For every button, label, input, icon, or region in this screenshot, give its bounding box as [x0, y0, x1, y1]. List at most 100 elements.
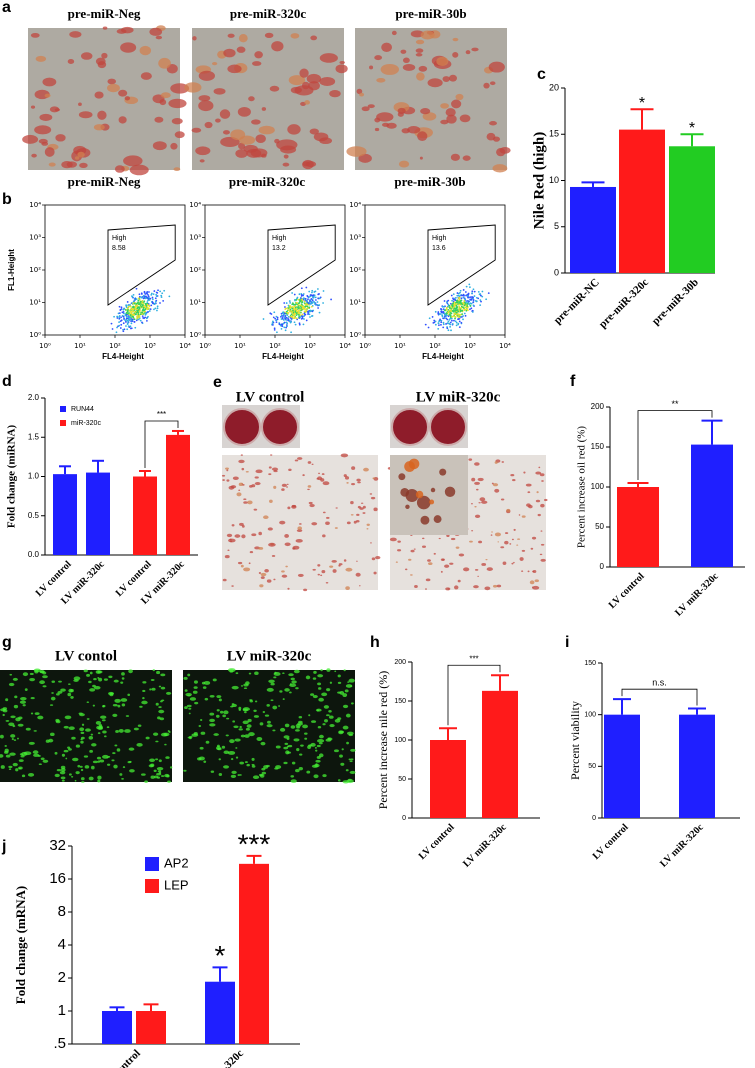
cell-texture: [54, 751, 58, 755]
event-dot: [282, 315, 284, 317]
event-dot: [297, 302, 300, 305]
cell-texture: [122, 766, 126, 769]
event-dot: [448, 304, 451, 307]
event-dot: [126, 322, 129, 325]
cell-texture: [349, 770, 356, 774]
cell-texture: [415, 48, 424, 53]
cell-texture: [222, 714, 226, 718]
cell-texture: [74, 779, 77, 782]
event-dot: [131, 315, 134, 318]
cell-texture: [20, 754, 25, 758]
y-tick-label: 32: [49, 837, 66, 854]
cell-texture: [328, 715, 334, 719]
cell-texture: [96, 756, 102, 760]
cell-texture: [109, 693, 114, 697]
cell-texture: [323, 705, 330, 709]
event-dot: [270, 313, 273, 315]
event-dot: [283, 302, 286, 304]
cell-texture: [150, 679, 155, 681]
event-dot: [288, 300, 291, 302]
cell-texture: [471, 47, 479, 52]
event-dot: [302, 297, 305, 300]
cell-texture: [285, 565, 288, 568]
event-dot: [150, 304, 153, 307]
cell-texture: [222, 578, 227, 582]
cell-texture: [218, 698, 222, 702]
cell-texture: [200, 731, 206, 735]
bar: [239, 863, 269, 1044]
bar: [166, 434, 190, 555]
gate: [107, 224, 176, 306]
event-dot: [124, 319, 127, 322]
event-dot: [148, 307, 150, 310]
significance: **: [671, 399, 679, 409]
event-dot: [304, 311, 307, 313]
event-dot: [290, 320, 292, 323]
cell-texture: [251, 765, 256, 768]
event-dot: [316, 301, 319, 303]
event-dot: [123, 318, 125, 320]
event-dot: [464, 306, 467, 309]
cell-texture: [133, 727, 139, 731]
cell-texture: [10, 715, 16, 719]
event-dot: [472, 288, 475, 291]
cell-texture: [230, 129, 246, 141]
cell-texture: [261, 107, 267, 111]
bar: [86, 472, 110, 555]
x-tick-label: 10⁴: [339, 342, 351, 350]
cell-texture: [483, 82, 490, 89]
event-dot: [458, 303, 461, 306]
cell-texture: [24, 688, 28, 691]
event-dot: [156, 307, 159, 310]
cell-texture: [288, 468, 292, 472]
event-dot: [113, 315, 115, 318]
cell-texture: [477, 477, 484, 482]
event-dot: [452, 309, 455, 311]
event-dot: [135, 319, 138, 322]
cell-texture: [57, 690, 63, 694]
cell-texture: [184, 689, 188, 692]
cell-texture: [419, 156, 423, 160]
event-dot: [481, 290, 484, 293]
cell-texture: [61, 753, 66, 757]
cell-texture: [33, 668, 41, 673]
cell-texture: [462, 155, 471, 161]
cell-texture: [242, 708, 249, 712]
cell-texture: [243, 144, 258, 153]
event-dot: [138, 310, 141, 313]
y-tick-label: 0: [592, 815, 596, 822]
cell-texture: [335, 507, 338, 509]
cell-texture: [198, 95, 211, 102]
event-dot: [149, 297, 152, 300]
droplet: [420, 515, 430, 525]
cell-texture: [249, 550, 254, 554]
cell-texture: [102, 705, 105, 708]
cell-texture: [70, 688, 74, 693]
event-dot: [298, 311, 301, 314]
event-dot: [140, 305, 143, 308]
event-dot: [116, 326, 118, 329]
y-axis-label: Percent viability: [568, 701, 582, 780]
panel-label: f: [570, 373, 576, 390]
event-dot: [294, 303, 297, 306]
cell-texture: [320, 668, 323, 672]
event-dot: [303, 300, 306, 303]
event-dot: [154, 300, 157, 303]
event-dot: [447, 303, 450, 306]
event-dot: [308, 310, 311, 313]
cell-texture: [463, 567, 470, 572]
event-dot: [463, 312, 466, 315]
cell-texture: [184, 82, 202, 93]
event-dot: [129, 305, 132, 308]
error-bar: [439, 727, 457, 740]
cell-texture: [345, 713, 351, 718]
cell-texture: [307, 488, 310, 491]
cell-texture: [389, 537, 397, 542]
event-dot: [468, 303, 471, 306]
event-dot: [125, 315, 128, 318]
event-dot: [287, 316, 290, 318]
cell-texture: [156, 767, 164, 771]
cell-texture: [229, 538, 232, 541]
cell-texture: [229, 669, 234, 673]
event-dot: [469, 308, 471, 311]
